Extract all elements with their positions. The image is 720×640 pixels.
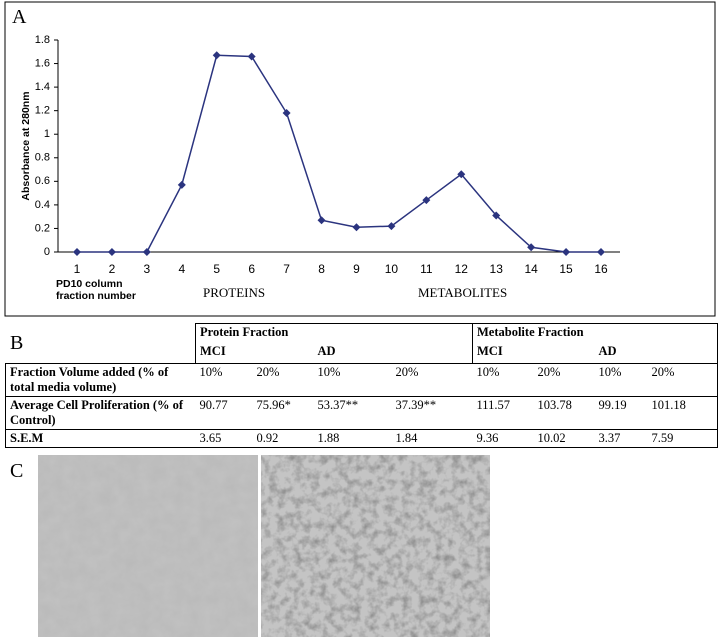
table-cell: 75.96* (252, 396, 314, 430)
x-tick-label: 4 (178, 262, 185, 276)
group-header: Protein Fraction (195, 323, 473, 341)
marker (177, 180, 186, 189)
marker (422, 196, 431, 205)
table-cell: 111.57 (472, 396, 534, 430)
table-cell: 10.02 (533, 429, 595, 448)
table-cell: 20% (391, 363, 473, 397)
table-cell: 7.59 (647, 429, 718, 448)
x-tick-label: 6 (248, 262, 255, 276)
table-cell: 10% (472, 363, 534, 397)
table-cell: 3.37 (594, 429, 648, 448)
x-tick-label: 11 (420, 262, 433, 276)
marker (73, 248, 81, 256)
x-axis-label: fraction number (56, 290, 136, 302)
marker (387, 222, 396, 231)
table-cell: 3.65 (195, 429, 253, 448)
table-cell: 1.88 (313, 429, 392, 448)
row-label: S.E.M (5, 429, 196, 448)
x-tick-label: 7 (283, 262, 290, 276)
x-tick-label: 16 (594, 262, 608, 276)
table-cell: 20% (252, 363, 314, 397)
series-line (77, 54, 601, 253)
table-cell: 10% (195, 363, 253, 397)
panel-label: C (10, 460, 24, 482)
annotation: PROTEINS (203, 285, 265, 300)
x-tick-label: 1 (74, 262, 81, 276)
y-tick-label: 1.6 (35, 57, 50, 69)
y-tick-label: 1.4 (35, 81, 50, 93)
group-header: Metabolite Fraction (472, 323, 718, 341)
table-cell: 10% (313, 363, 392, 397)
row-label: Fraction Volume added (% of total media … (5, 363, 196, 397)
marker (562, 248, 571, 256)
x-axis-label: PD10 column (56, 278, 123, 290)
x-tick-label: 13 (490, 262, 504, 276)
table-row: Protein Fraction Metabolite Fraction (5, 323, 718, 341)
panel-border (4, 1, 716, 317)
y-tick-label: 0.8 (35, 152, 50, 164)
marker (247, 52, 256, 61)
marker (527, 243, 536, 252)
marker (317, 216, 326, 225)
marker (107, 248, 116, 256)
x-tick-label: 15 (559, 262, 573, 276)
y-tick-label: 1.8 (35, 34, 50, 46)
x-tick-label: 14 (524, 262, 538, 276)
subgroup-header: MCI (472, 341, 595, 364)
micrograph-control (38, 455, 258, 637)
annotation: METABOLITES (418, 285, 507, 300)
x-tick-label: 3 (144, 262, 151, 276)
y-axis-label: Absorbance at 280nm (20, 91, 32, 200)
y-tick-label: 0.6 (35, 175, 50, 187)
marker (457, 170, 466, 179)
table-cell: 9.36 (472, 429, 534, 448)
marker (597, 248, 605, 256)
subgroup-header: MCI (195, 341, 314, 364)
table-row: Average Cell Proliferation (% of Control… (5, 396, 718, 430)
table-cell: 1.84 (391, 429, 473, 448)
y-tick-label: 1.2 (35, 105, 50, 117)
table-cell: 20% (533, 363, 595, 397)
x-tick-label: 8 (318, 262, 325, 276)
table-cell: 20% (647, 363, 718, 397)
table-cell: 99.19 (594, 396, 648, 430)
y-tick-label: 0.2 (35, 222, 50, 234)
table-cell: 37.39** (391, 396, 473, 430)
results-table: Protein Fraction Metabolite Fraction MCI AD… (5, 323, 718, 448)
table-cell: 90.77 (195, 396, 253, 430)
empty-cell (5, 323, 196, 341)
empty-cell (5, 341, 196, 364)
y-tick-label: 1 (44, 128, 50, 140)
marker (282, 109, 291, 118)
chart: 00.20.40.60.811.21.41.61.81 2 3 4 5 6 7 8 9 10 11 1… (4, 1, 716, 317)
subgroup-header: AD (594, 341, 718, 364)
marker (142, 248, 151, 256)
x-tick-label: 5 (213, 262, 220, 276)
table-cell: 0.92 (252, 429, 314, 448)
marker (352, 223, 361, 232)
table-cell: 53.37** (313, 396, 392, 430)
y-tick-label: 0.4 (35, 199, 50, 211)
table-cell: 103.78 (533, 396, 595, 430)
row-label: Average Cell Proliferation (% of Control… (5, 396, 196, 430)
x-tick-label: 9 (353, 262, 360, 276)
x-tick-label: 10 (385, 262, 399, 276)
y-tick-label: 0 (44, 246, 50, 258)
x-tick-label: 2 (109, 262, 116, 276)
micrograph-treated (261, 455, 490, 637)
panel-label: A (12, 6, 27, 28)
marker (212, 51, 221, 60)
table-cell: 10% (594, 363, 648, 397)
table-row: Fraction Volume added (% of total media … (5, 363, 718, 397)
table-cell: 101.18 (647, 396, 718, 430)
subgroup-header: AD (313, 341, 473, 364)
x-tick-label: 12 (455, 262, 469, 276)
table-row: S.E.M 3.65 0.92 1.88 1.84 9.36 10.02 3.37 7.59 (5, 429, 718, 448)
table-row: MCI AD MCI AD (5, 341, 718, 364)
marker (492, 211, 501, 220)
